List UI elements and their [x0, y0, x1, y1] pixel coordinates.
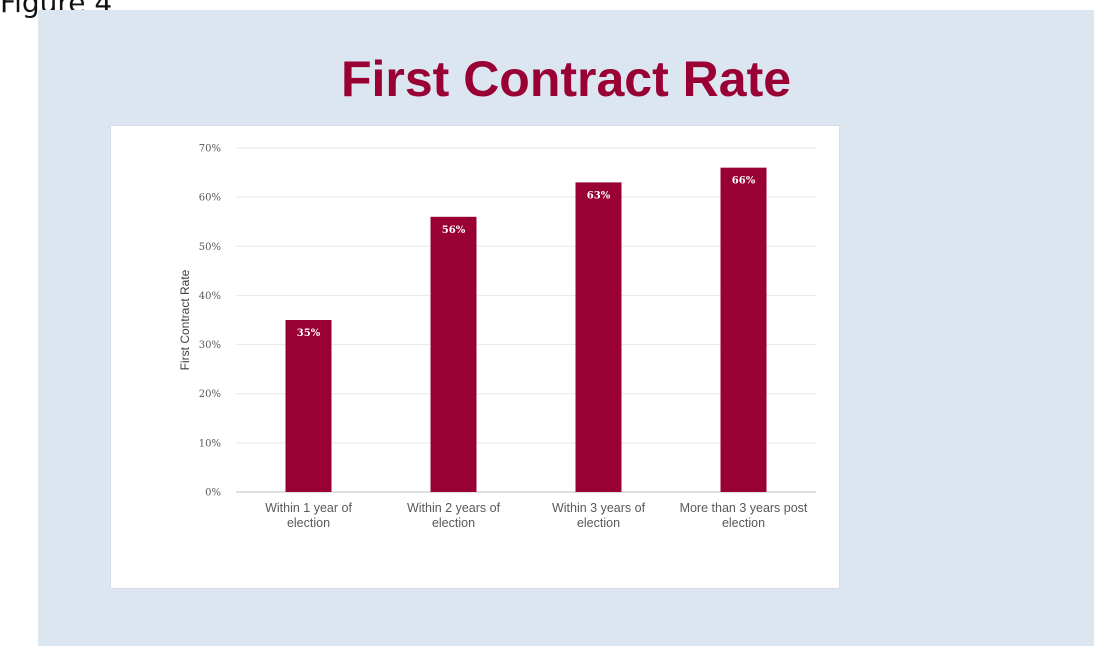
- bar: [285, 320, 332, 492]
- y-tick-label: 50%: [199, 242, 221, 253]
- chart-title: First Contract Rate: [340, 51, 792, 107]
- x-category-label: More than 3 years post: [680, 501, 808, 515]
- x-category-label: election: [722, 516, 765, 530]
- x-category-label: Within 2 years of: [407, 501, 501, 515]
- bar: [430, 216, 477, 493]
- x-category-label: election: [577, 516, 620, 530]
- x-category-label: election: [287, 516, 330, 530]
- data-label: 56%: [442, 225, 466, 236]
- y-tick-label: 10%: [199, 438, 221, 449]
- bar: [575, 182, 622, 492]
- x-category-label: Within 1 year of: [265, 501, 352, 515]
- x-category-label: Within 3 years of: [552, 501, 646, 515]
- chart-plot-area: 0% 10% 20% 30% 40% 50% 60% 70% First Contract Ra…: [110, 125, 840, 589]
- y-tick-label: 60%: [199, 193, 221, 204]
- bar-chart: 0% 10% 20% 30% 40% 50% 60% 70% First Contract Ra…: [178, 144, 816, 530]
- y-tick-label: 40%: [199, 291, 221, 302]
- slide-panel: First Contract Rate 0% 10% 20% 30% 40% 50% 60%…: [38, 10, 1094, 646]
- x-category-label: election: [432, 516, 475, 530]
- y-tick-label: 70%: [199, 144, 221, 155]
- data-label: 66%: [732, 176, 756, 187]
- y-tick-label: 0%: [205, 488, 221, 499]
- y-tick-label: 20%: [199, 389, 221, 400]
- data-label: 63%: [587, 190, 611, 201]
- data-label: 35%: [297, 328, 321, 339]
- y-axis-title: First Contract Rate: [178, 269, 192, 370]
- bar: [720, 167, 767, 492]
- y-tick-label: 30%: [199, 340, 221, 351]
